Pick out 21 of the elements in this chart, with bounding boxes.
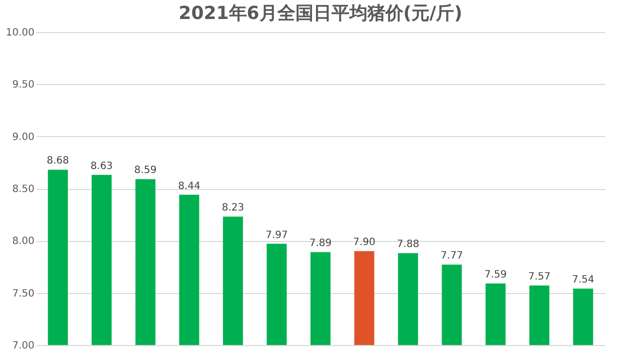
data-label: 7.90: [353, 237, 376, 248]
y-tick-label: 8.50: [12, 184, 34, 195]
chart-title: 2021年6月全国日平均猪价(元/斤): [178, 3, 462, 24]
y-tick-label: 7.00: [12, 340, 34, 352]
data-label: 8.59: [134, 165, 157, 176]
y-tick-label: 10.00: [6, 28, 34, 38]
data-label: 7.77: [440, 250, 463, 262]
data-label: 7.54: [572, 274, 594, 286]
data-label: 7.57: [528, 272, 550, 283]
y-tick-label: 9.50: [12, 80, 34, 91]
y-tick-label: 8.00: [12, 236, 34, 248]
y-tick-label: 7.50: [12, 288, 34, 300]
data-label: 8.44: [178, 180, 200, 192]
data-label: 8.23: [222, 202, 244, 214]
data-label: 8.63: [90, 160, 113, 172]
data-label: 7.97: [266, 230, 288, 241]
data-label: 7.89: [309, 238, 332, 250]
data-label: 8.68: [46, 156, 70, 167]
data-label: 7.59: [484, 269, 507, 280]
data-label: 7.88: [396, 239, 420, 250]
y-tick-label: 9.00: [12, 132, 34, 143]
